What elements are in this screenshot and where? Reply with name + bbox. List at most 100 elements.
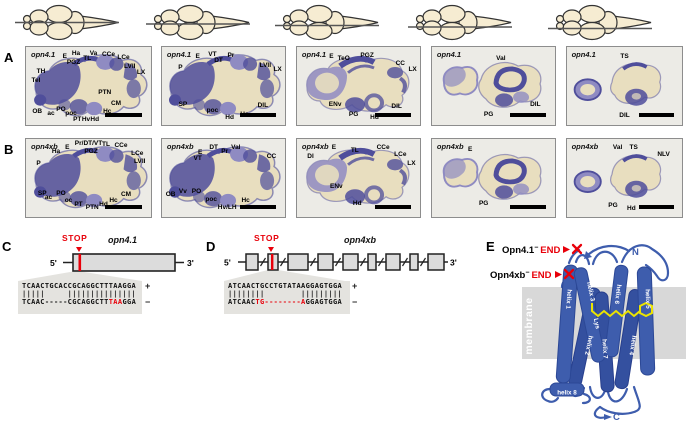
region-label-pgz: PGZ	[66, 58, 81, 66]
region-label-pgz: PGZ	[84, 148, 98, 155]
region-label-lvii: LVII	[134, 158, 146, 166]
region-label-ts: TS	[629, 143, 638, 151]
minus-strand-sign-c: −	[145, 297, 151, 307]
gene-model-opn4xb: 5' 3'	[224, 253, 457, 314]
alignment-background	[18, 281, 142, 314]
helix-6-label: helix 6	[613, 284, 622, 305]
region-label-e: E	[195, 52, 200, 60]
region-label-pr: Pr	[227, 51, 235, 59]
scale-bar	[104, 205, 143, 210]
region-label-hd: Hd	[370, 113, 379, 121]
region-label-env: ENv	[330, 183, 343, 191]
brain-section-image	[169, 146, 282, 209]
region-label-lx: LX	[273, 66, 282, 74]
stop-codon-label-c: STOP	[62, 233, 88, 243]
region-label-e: E	[197, 148, 203, 156]
region-label-lce: LCe	[394, 150, 407, 158]
stop-site-mark	[271, 254, 274, 270]
exon-boxes	[245, 253, 445, 271]
gene-label: opn4xb	[571, 142, 599, 152]
opn4xb-truncation-label: Opn4xb− END	[490, 270, 552, 282]
region-label-e: E	[467, 145, 473, 153]
gene-label: opn4.1	[166, 50, 192, 60]
helix-3-label: helix 3	[585, 281, 596, 302]
region-label-cm: CM	[110, 99, 122, 107]
micrograph-panel-a4: opn4.1 Val PG DIL	[431, 46, 556, 126]
region-label-hd: Hd	[352, 199, 362, 207]
region-label-vt: VT	[208, 50, 217, 58]
truncation-x-marks	[563, 243, 583, 280]
brain-dorsal-schematic-5	[548, 4, 652, 41]
three-prime-label: 3'	[450, 258, 457, 268]
region-label-po: PO	[56, 189, 66, 197]
gene-label: opn4.1	[31, 50, 56, 60]
intron-break-slashes	[259, 257, 427, 267]
panel-d-letter: D	[206, 239, 216, 254]
micrograph-panel-a3: opn4.1 E TeO PGZ CC LX ENv PG Hd DIL	[296, 46, 421, 126]
opn41-truncation-label: Opn4.1− END	[502, 245, 560, 257]
five-prime-label: 5'	[50, 258, 57, 268]
panel-b-letter: B	[4, 142, 14, 157]
region-label-hd: Hd	[627, 204, 636, 212]
region-label-ob: OB	[165, 190, 176, 198]
gene-label: opn4.1	[301, 50, 327, 60]
lysine-label: Lys	[592, 318, 601, 330]
region-label-lx: LX	[408, 65, 417, 73]
region-label-th: TH	[36, 67, 46, 75]
region-label-tel: Tel	[31, 76, 41, 84]
region-label-ob: OB	[32, 107, 43, 115]
micrograph-panel-a2: opn4.1EVTDTPrPLVIILXSPpocHdHcDIL	[161, 46, 286, 126]
region-label-sp: SP	[37, 189, 47, 197]
region-label-hc: Hc	[241, 197, 250, 205]
minus-strand-sign-d: −	[352, 297, 358, 307]
stop-site-mark	[78, 254, 82, 271]
region-label-ac: ac	[47, 109, 55, 117]
brain-section-image	[33, 54, 147, 117]
region-label-e: E	[65, 144, 70, 152]
five-prime-label: 5'	[224, 258, 231, 268]
exon-box	[72, 253, 176, 272]
c-terminus-label: C	[613, 412, 620, 422]
stop-arrow-c	[76, 247, 82, 252]
gene-label: opn4xb	[301, 142, 329, 152]
region-label-cc: CC	[395, 59, 406, 67]
helix-8-cylinder	[549, 382, 585, 397]
membrane-label: membrane	[523, 297, 535, 354]
three-prime-label: 3'	[187, 258, 194, 268]
region-label-dil: DIL	[619, 111, 630, 119]
helix-8-label: helix 8	[557, 390, 577, 397]
region-label-dil: DIL	[391, 102, 402, 110]
region-label-env: ENv	[328, 100, 342, 108]
brain-dorsal-schematic-4	[408, 4, 512, 41]
scale-bar	[509, 205, 547, 210]
scale-bar	[639, 113, 674, 118]
region-label-hc: Hc	[109, 197, 118, 205]
alignment-background	[224, 281, 350, 314]
region-label-dl: Dl	[307, 152, 314, 160]
region-label-pg: PG	[348, 110, 359, 118]
region-label-hd: Hd	[99, 200, 108, 208]
region-label-e: E	[331, 144, 337, 152]
gene-name-c: opn4.1	[108, 235, 138, 245]
region-label-tl: TL	[83, 55, 92, 63]
micrograph-panel-b2: opn4xb E DT Pr Val VT CC OB Vv PO poc Hv/LH Hc	[161, 138, 286, 218]
region-label-p: P	[36, 159, 41, 167]
micrograph-panel-b3: opn4xb E TL CCe LCe LX Dl ENv Hd	[296, 138, 421, 218]
brain-section-image	[443, 62, 542, 108]
region-label-cc: CC	[266, 152, 277, 160]
region-label-dil: DIL	[530, 100, 541, 108]
region-label-hd: Hd	[90, 115, 100, 123]
gene-label: opn4xb	[31, 142, 58, 152]
region-label-ts: TS	[620, 52, 629, 60]
brain-section-image	[306, 148, 410, 205]
brain-section-image	[306, 56, 410, 113]
region-label-po: PO	[56, 105, 66, 113]
truncation-arrowheads	[555, 246, 570, 278]
region-label-p: P	[178, 63, 183, 71]
region-label-lvii: LVII	[259, 61, 272, 69]
helix-4-label: helix 4	[627, 335, 637, 356]
region-label-pg: PG	[608, 201, 618, 209]
region-label-cm: CM	[120, 190, 132, 198]
brain-section-image	[169, 54, 282, 117]
